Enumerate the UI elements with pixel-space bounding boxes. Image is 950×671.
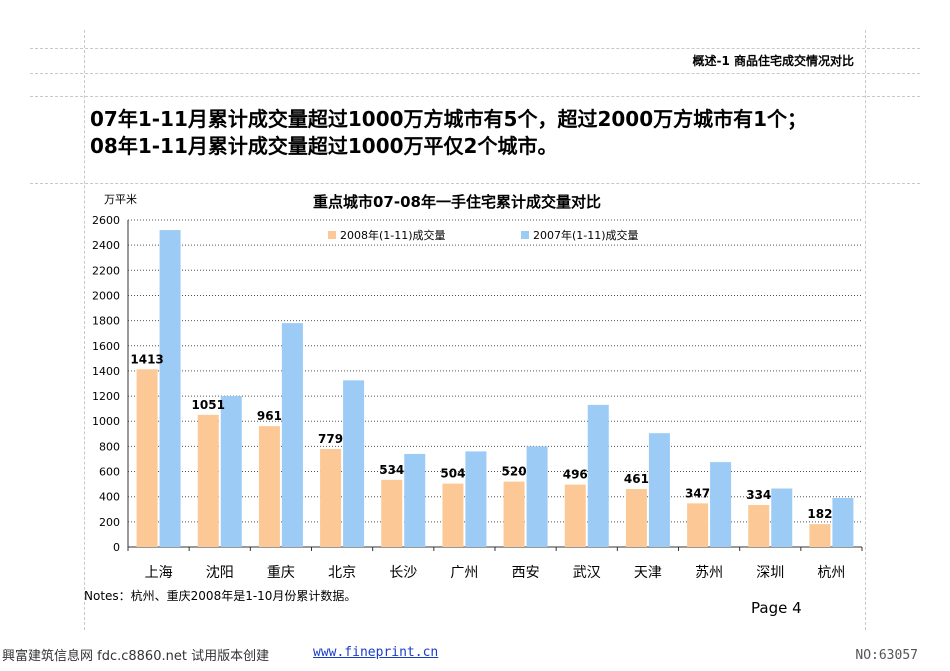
bar-2007: [526, 446, 548, 547]
x-tick-label: 天津: [634, 565, 662, 581]
bar-2007: [465, 451, 487, 547]
x-tick-label: 沈阳: [206, 565, 234, 581]
data-label: 347: [685, 486, 710, 500]
y-tick-label: 1800: [92, 315, 120, 328]
bar-2008: [503, 481, 525, 547]
y-tick-label: 800: [99, 440, 120, 453]
data-label: 182: [807, 507, 832, 521]
y-tick-label: 1200: [92, 390, 120, 403]
bar-2008: [442, 483, 464, 547]
data-label: 961: [257, 409, 282, 423]
y-tick-label: 1600: [92, 340, 120, 353]
x-tick-label: 苏州: [695, 565, 723, 581]
section-title: 概述-1 商品住宅成交情况对比: [692, 54, 854, 68]
bar-2008: [258, 426, 280, 547]
guide-line: [30, 48, 920, 49]
legend-swatch: [328, 231, 336, 239]
bar-2008: [625, 489, 647, 547]
page-number: Page 4: [751, 599, 802, 617]
data-label: 534: [379, 463, 404, 477]
bar-2007: [771, 488, 793, 547]
guide-line: [30, 183, 920, 184]
x-tick-label: 北京: [328, 565, 356, 581]
y-tick-label: 2000: [92, 289, 120, 302]
data-label: 334: [746, 488, 771, 502]
chart-title: 重点城市07-08年一手住宅累计成交量对比: [313, 193, 601, 211]
footer-number: NO:63057: [855, 648, 918, 663]
x-tick-label: 武汉: [573, 565, 601, 581]
bar-2007: [710, 462, 732, 547]
bar-2008: [381, 479, 403, 547]
data-label: 504: [440, 467, 465, 481]
data-label: 779: [318, 432, 343, 446]
y-tick-label: 200: [99, 516, 120, 529]
bar-2007: [648, 433, 670, 547]
y-tick-label: 2600: [92, 214, 120, 227]
data-label: 496: [563, 468, 588, 482]
bar-2007: [159, 230, 181, 548]
guide-line: [865, 30, 866, 630]
headline-line-1: 07年1-11月累计成交量超过1000万方城市有5个，超过2000万方城市有1个…: [90, 107, 808, 131]
bar-2007: [404, 453, 426, 547]
x-tick-label: 重庆: [267, 565, 295, 581]
footer-watermark: 興富建筑信息网 fdc.c8860.net 试用版本创建: [2, 649, 270, 664]
y-tick-label: 1400: [92, 365, 120, 378]
bar-2007: [343, 380, 365, 547]
x-tick-label: 广州: [450, 565, 478, 581]
bar-2008: [197, 414, 219, 547]
bar-2008: [748, 504, 770, 547]
y-axis-unit: 万平米: [104, 193, 137, 206]
bar-2007: [220, 396, 242, 547]
x-tick-label: 长沙: [389, 565, 417, 581]
bar-2008: [687, 503, 709, 547]
bar-2008: [564, 484, 586, 547]
guide-line: [30, 96, 920, 97]
guide-line: [30, 73, 920, 74]
y-tick-label: 1000: [92, 415, 120, 428]
x-tick-label: 杭州: [817, 565, 845, 581]
footer-link[interactable]: www.fineprint.cn: [313, 645, 439, 660]
legend-label: 2008年(1-11)成交量: [340, 228, 446, 242]
data-label: 461: [624, 472, 649, 486]
headline-line-2: 08年1-11月累计成交量超过1000万平仅2个城市。: [90, 134, 558, 158]
bar-2008: [809, 524, 831, 547]
bar-2008: [320, 449, 342, 547]
data-label: 1051: [192, 398, 225, 412]
notes: Notes：杭州、重庆2008年是1-10月份累计数据。: [84, 589, 357, 603]
x-tick-label: 西安: [512, 565, 540, 581]
bar-2007: [281, 323, 303, 547]
x-tick-label: 上海: [145, 565, 173, 581]
y-tick-label: 400: [99, 491, 120, 504]
bar-2008: [136, 369, 158, 547]
bar-2007: [832, 497, 854, 547]
guide-line: [84, 30, 85, 630]
legend-label: 2007年(1-11)成交量: [533, 228, 639, 242]
headline: 07年1-11月累计成交量超过1000万方城市有5个，超过2000万方城市有1个…: [90, 106, 807, 160]
legend-swatch: [521, 231, 529, 239]
y-tick-label: 0: [113, 541, 120, 554]
y-tick-label: 600: [99, 466, 120, 479]
y-tick-label: 2400: [92, 239, 120, 252]
y-tick-label: 2200: [92, 264, 120, 277]
x-tick-label: 深圳: [756, 565, 784, 581]
data-label: 1413: [130, 352, 163, 366]
bar-2007: [587, 404, 609, 547]
data-label: 520: [502, 465, 527, 479]
